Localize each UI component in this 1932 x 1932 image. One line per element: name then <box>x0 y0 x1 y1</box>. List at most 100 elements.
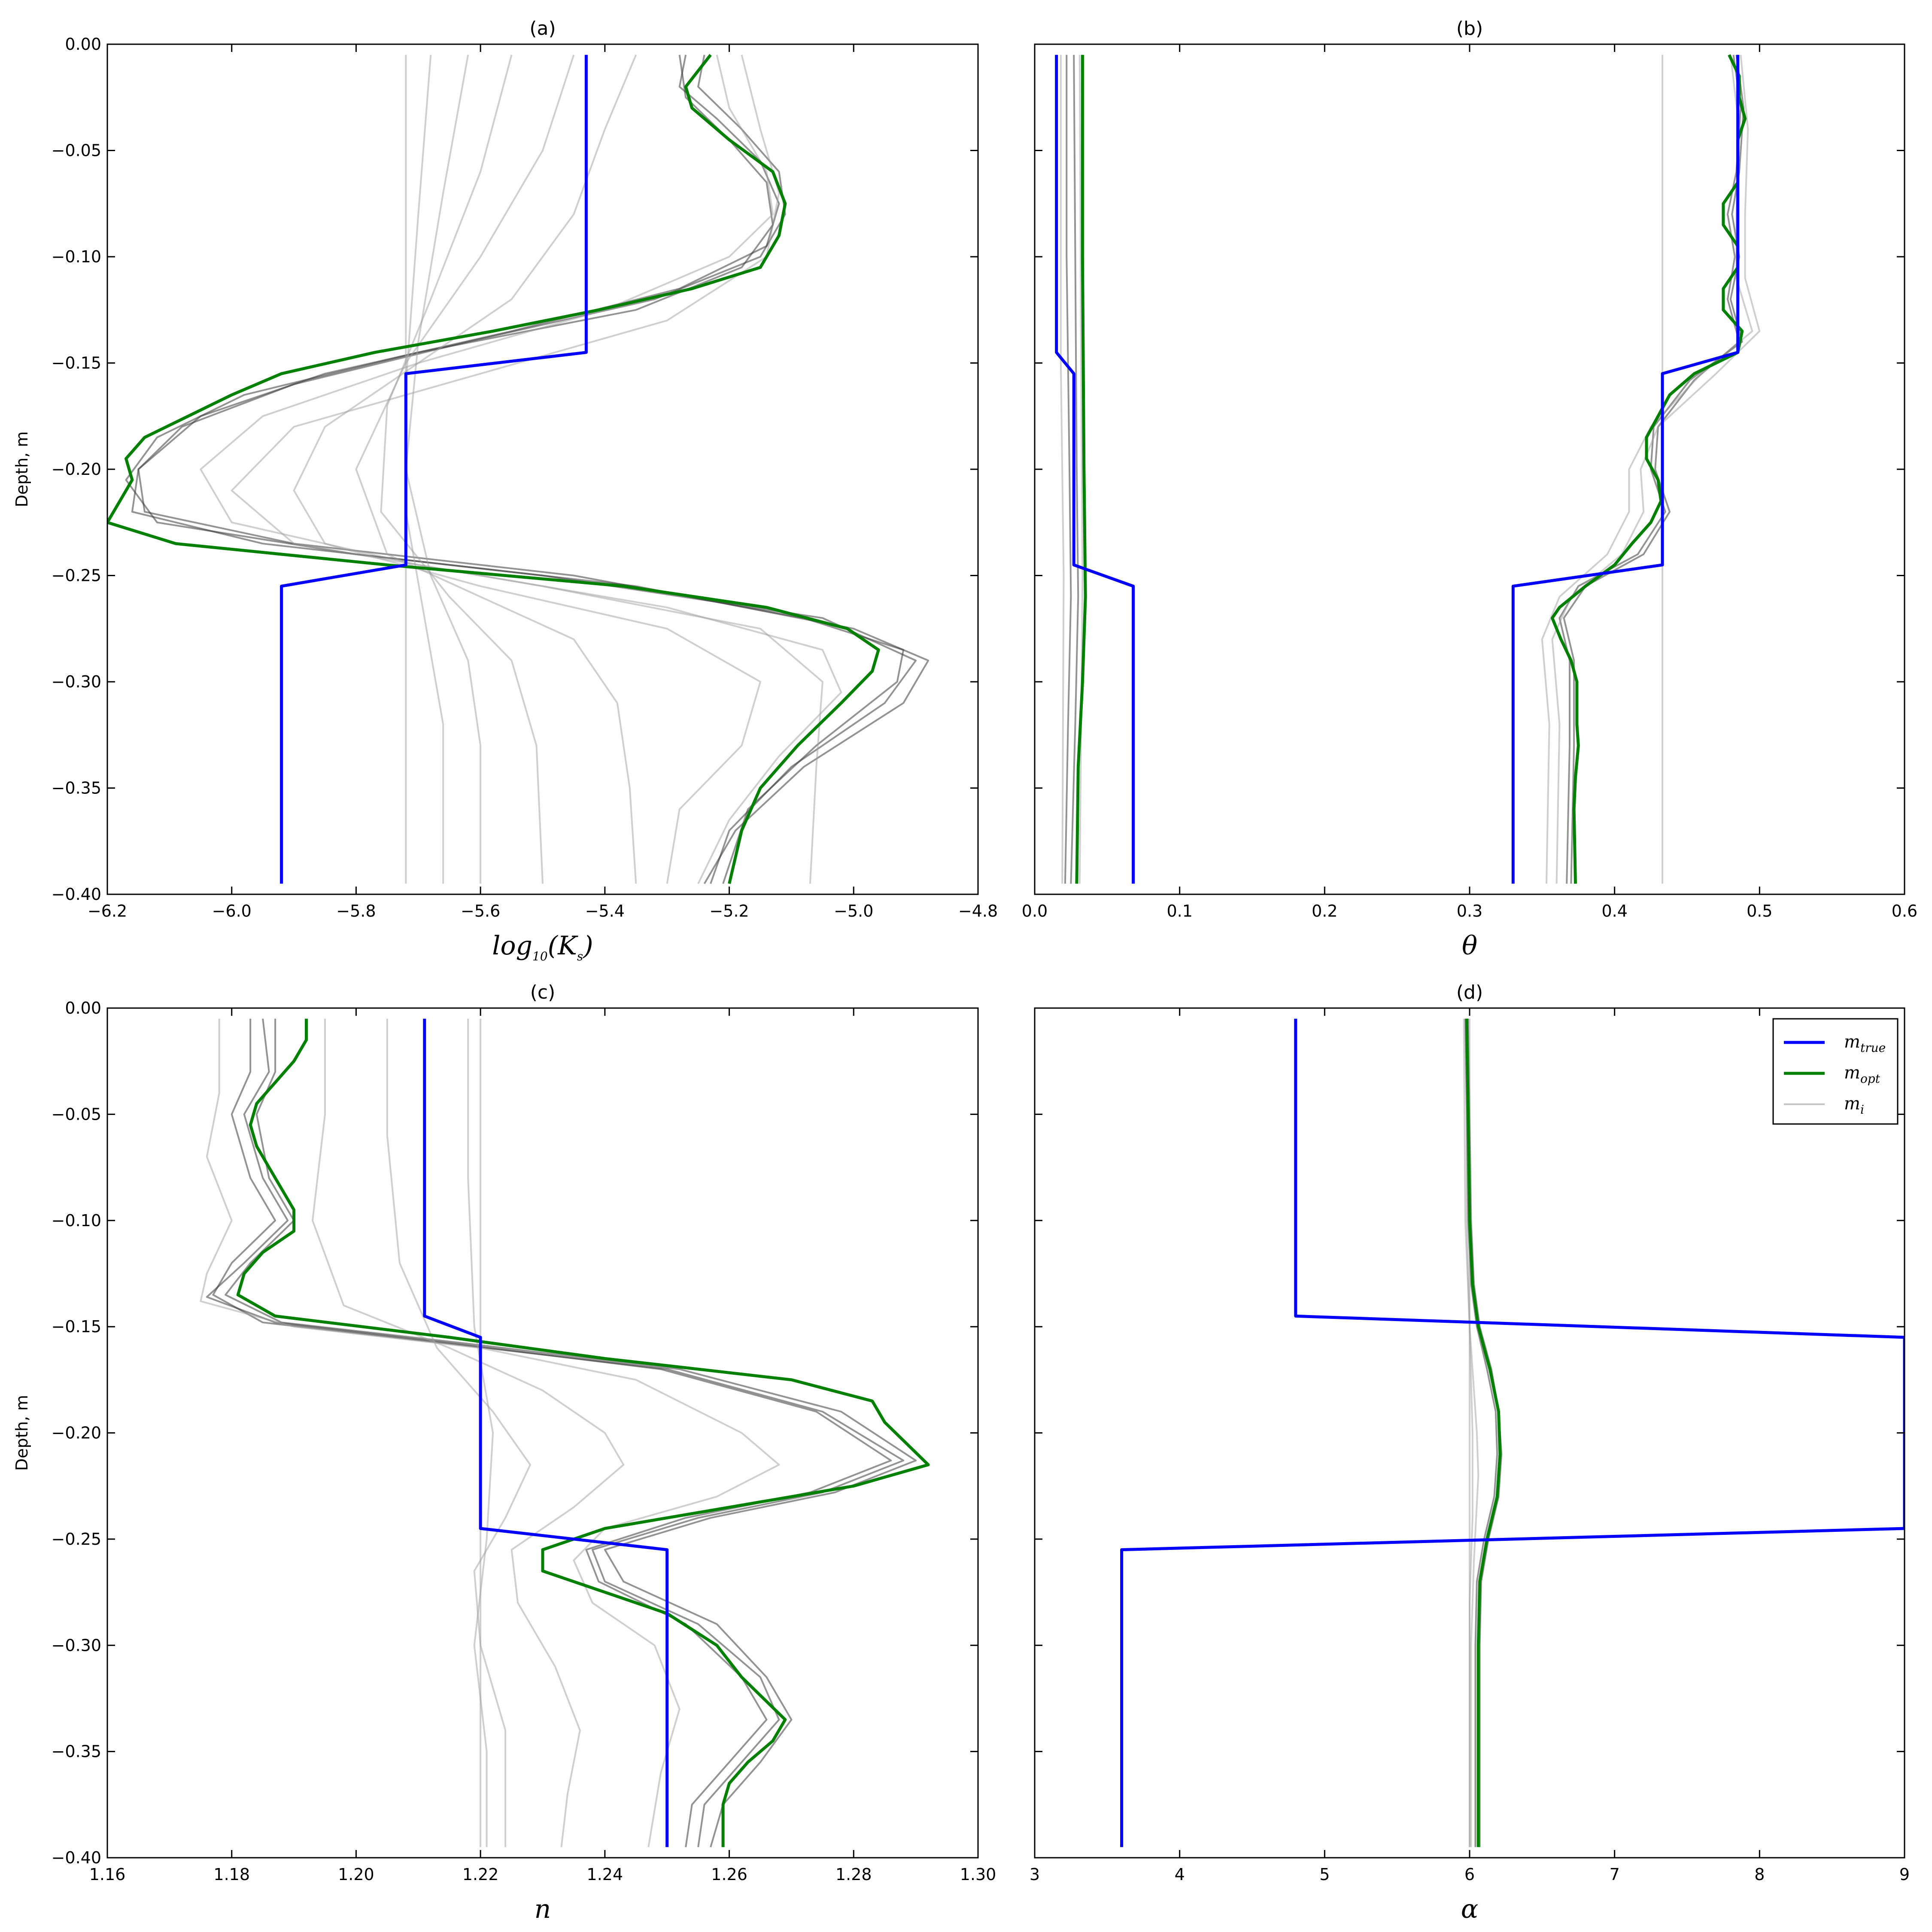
x-tick-label: 8 <box>1754 1865 1765 1884</box>
x-tick-label: −5.6 <box>461 902 500 920</box>
legend-box <box>1772 1018 1899 1125</box>
y-tick-label: −0.30 <box>52 672 101 691</box>
y-tick-label: −0.35 <box>52 779 101 798</box>
x-tick-label: 1.30 <box>960 1865 996 1884</box>
x-axis-label-part: (K <box>548 931 578 961</box>
y-tick-label: −0.20 <box>52 460 101 479</box>
x-tick-label: 1.18 <box>213 1865 250 1884</box>
panel-title: (a) <box>529 18 556 39</box>
series-line-sample <box>1463 1018 1479 1847</box>
x-tick-label: −5.0 <box>834 902 873 920</box>
panel-title: (b) <box>1456 18 1483 39</box>
x-tick-label: 0.3 <box>1457 902 1482 920</box>
series-line-true <box>280 55 588 884</box>
y-tick-label: −0.15 <box>52 354 101 373</box>
x-axis-label-part: ) <box>582 931 593 961</box>
x-tick-label: 5 <box>1319 1865 1330 1884</box>
series-group <box>1055 54 1761 884</box>
y-tick-label: −0.05 <box>52 141 101 160</box>
series-line-sample <box>200 55 842 884</box>
plot-frame <box>1034 43 1905 895</box>
x-tick-label: −4.8 <box>958 902 998 920</box>
y-tick-label: −0.10 <box>52 247 101 266</box>
legend-subscript: true <box>1860 1041 1886 1055</box>
y-tick-label: 0.00 <box>65 35 101 54</box>
series-line-sample <box>137 55 905 884</box>
series-line-sample <box>125 55 930 884</box>
series-line-opt <box>1465 1018 1502 1847</box>
y-tick-label: −0.25 <box>52 1530 101 1549</box>
x-tick-label: 0.4 <box>1601 902 1627 920</box>
series-line-opt <box>107 54 880 884</box>
series-line-sample <box>355 55 637 884</box>
legend-entry-label: mopt <box>1844 1063 1880 1086</box>
y-tick-label: −0.05 <box>52 1105 101 1124</box>
y-tick-label: 0.00 <box>65 999 101 1018</box>
series-line-sample <box>131 55 917 884</box>
x-tick-label: 1.28 <box>835 1865 872 1884</box>
x-axis-label: log10(Ks) <box>492 931 593 963</box>
x-tick-label: −6.2 <box>88 902 127 920</box>
panel-title: (d) <box>1456 981 1483 1003</box>
x-axis-label-part: log <box>492 931 532 961</box>
y-tick-label: −0.30 <box>52 1636 101 1655</box>
x-tick-label: −5.4 <box>585 902 625 920</box>
x-tick-label: 1.20 <box>338 1865 374 1884</box>
x-axis-label: θ <box>1462 931 1477 961</box>
y-tick-label: −0.25 <box>52 566 101 585</box>
series-line-sample <box>386 1018 531 1847</box>
x-tick-label: 0.0 <box>1022 902 1048 920</box>
y-tick-label: −0.20 <box>52 1424 101 1443</box>
series-line-true <box>1055 55 1135 884</box>
x-tick-label: 0.1 <box>1166 902 1192 920</box>
legend-symbol: m <box>1844 1063 1860 1083</box>
series-line-sample <box>200 1018 780 1847</box>
series-line-sample <box>467 1018 494 1847</box>
x-tick-label: 6 <box>1464 1865 1475 1884</box>
x-tick-label: 1.16 <box>89 1865 126 1884</box>
series-line-sample <box>312 1018 625 1847</box>
legend-subscript: opt <box>1860 1072 1880 1086</box>
series-line-sample <box>231 55 823 884</box>
panel-b: (b) 0.0 0.1 0.2 0.3 0.4 0.5 0.6 θ <box>1022 18 1917 961</box>
legend-symbol: m <box>1844 1094 1860 1114</box>
x-tick-label: 4 <box>1175 1865 1185 1884</box>
series-line-opt <box>236 1018 930 1847</box>
y-tick-label: −0.40 <box>52 1848 101 1867</box>
series-line-sample <box>405 55 444 884</box>
series-line-sample <box>293 55 761 884</box>
plot-frame <box>106 43 979 895</box>
panel-d: (d) 3 4 5 6 7 8 9 α <box>1030 981 1910 1924</box>
legend-symbol: m <box>1844 1032 1860 1052</box>
series-line-opt <box>1551 54 1747 884</box>
series-line-true <box>1120 1018 1905 1847</box>
series-line-true <box>423 1018 669 1847</box>
x-tick-label: 9 <box>1899 1865 1910 1884</box>
series-line-sample <box>206 1018 892 1847</box>
series-line-sample <box>1064 55 1072 884</box>
x-axis-label: α <box>1461 1894 1479 1924</box>
panel-title: (c) <box>530 981 556 1003</box>
y-axis-label: Depth, m <box>12 1395 31 1471</box>
y-tick-label: −0.40 <box>52 885 101 904</box>
series-line-sample <box>405 55 482 884</box>
y-tick-label: −0.10 <box>52 1211 101 1230</box>
legend-subscript: i <box>1860 1103 1864 1117</box>
x-tick-label: 7 <box>1610 1865 1620 1884</box>
x-axis-label-subscript: 10 <box>532 949 548 963</box>
series-group <box>200 1018 930 1847</box>
series-group <box>107 54 930 884</box>
x-tick-label: 0.2 <box>1312 902 1337 920</box>
x-axis-label-subscript: s <box>577 949 583 963</box>
x-tick-label: 0.5 <box>1747 902 1772 920</box>
legend-entry-label: mtrue <box>1844 1032 1886 1055</box>
y-axis-label: Depth, m <box>12 431 31 507</box>
panel-a: (a) −6.2 −6.0 −5.8 −5.6 −5.4 −5.2 −5.0 −4.8 0.00 −… <box>12 18 998 963</box>
y-tick-label: −0.15 <box>52 1317 101 1336</box>
y-tick-label: −0.35 <box>52 1742 101 1761</box>
x-tick-label: 1.22 <box>462 1865 499 1884</box>
series-line-sample <box>1551 55 1761 884</box>
series-line-sample <box>1070 55 1079 884</box>
x-axis-label: n <box>535 1894 551 1924</box>
